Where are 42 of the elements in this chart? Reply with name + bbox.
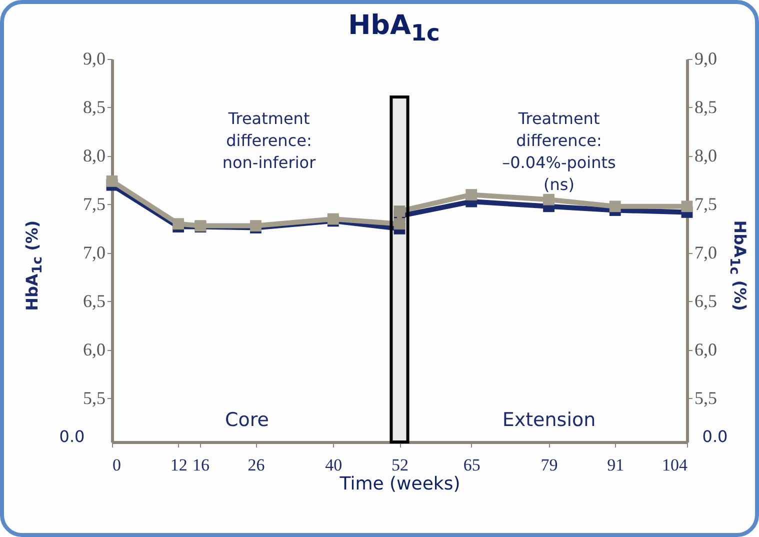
x-tick-label: 65 <box>463 456 480 474</box>
point <box>609 200 621 212</box>
y-tick-label: 8,5 <box>83 96 106 117</box>
y2-tick-label: 6,5 <box>694 290 717 311</box>
y-tick-label: 9,0 <box>83 48 106 68</box>
y2-tick-label: 8,5 <box>694 96 717 117</box>
point <box>466 189 478 200</box>
chart-title: HbA$_{1c}$ <box>347 10 441 46</box>
point <box>106 175 118 187</box>
x-tick-label: 40 <box>325 456 342 474</box>
y2-tick-label: 8,0 <box>694 145 717 166</box>
x-tick-label: 16 <box>192 456 210 474</box>
y2-tick-label: 7,5 <box>694 194 717 214</box>
x-axis-title: Time (weeks) <box>338 474 460 494</box>
annotation: Treatment difference: non-inferior <box>222 109 316 172</box>
annotation: Treatment difference: –0.04%-points (ns) <box>502 109 616 194</box>
y2-tick-label: 9,0 <box>694 48 717 68</box>
y-tick-label: 7,5 <box>83 194 106 214</box>
y-tick-label: 8,0 <box>83 145 106 166</box>
point <box>394 218 406 230</box>
y-tick-label: 5,5 <box>83 388 106 408</box>
y2-tick-label: 7,0 <box>694 242 717 262</box>
annotation: Extension <box>502 409 596 431</box>
y2-tick-label: 5,5 <box>694 388 717 408</box>
x-tick-label: 0 <box>112 456 121 474</box>
x-tick-label: 26 <box>248 456 265 474</box>
text: 0.0 <box>702 427 728 446</box>
point <box>394 206 406 217</box>
y2-tick-label: 6,0 <box>694 339 717 360</box>
text: 0.0 <box>59 427 85 446</box>
x-tick-label: 12 <box>170 456 188 474</box>
point <box>543 194 554 206</box>
y-tick-label: 7,0 <box>83 242 106 262</box>
y-tick-label: 6,5 <box>83 290 106 311</box>
x-tick-label: 91 <box>607 456 624 474</box>
annotation: Core <box>225 409 269 431</box>
x-tick-label: 52 <box>392 456 408 474</box>
point <box>681 200 693 212</box>
x-tick-label: 104 <box>662 456 688 474</box>
point <box>172 218 184 230</box>
y-tick-label: 6,0 <box>83 339 106 360</box>
x-tick-label: 79 <box>540 456 558 474</box>
